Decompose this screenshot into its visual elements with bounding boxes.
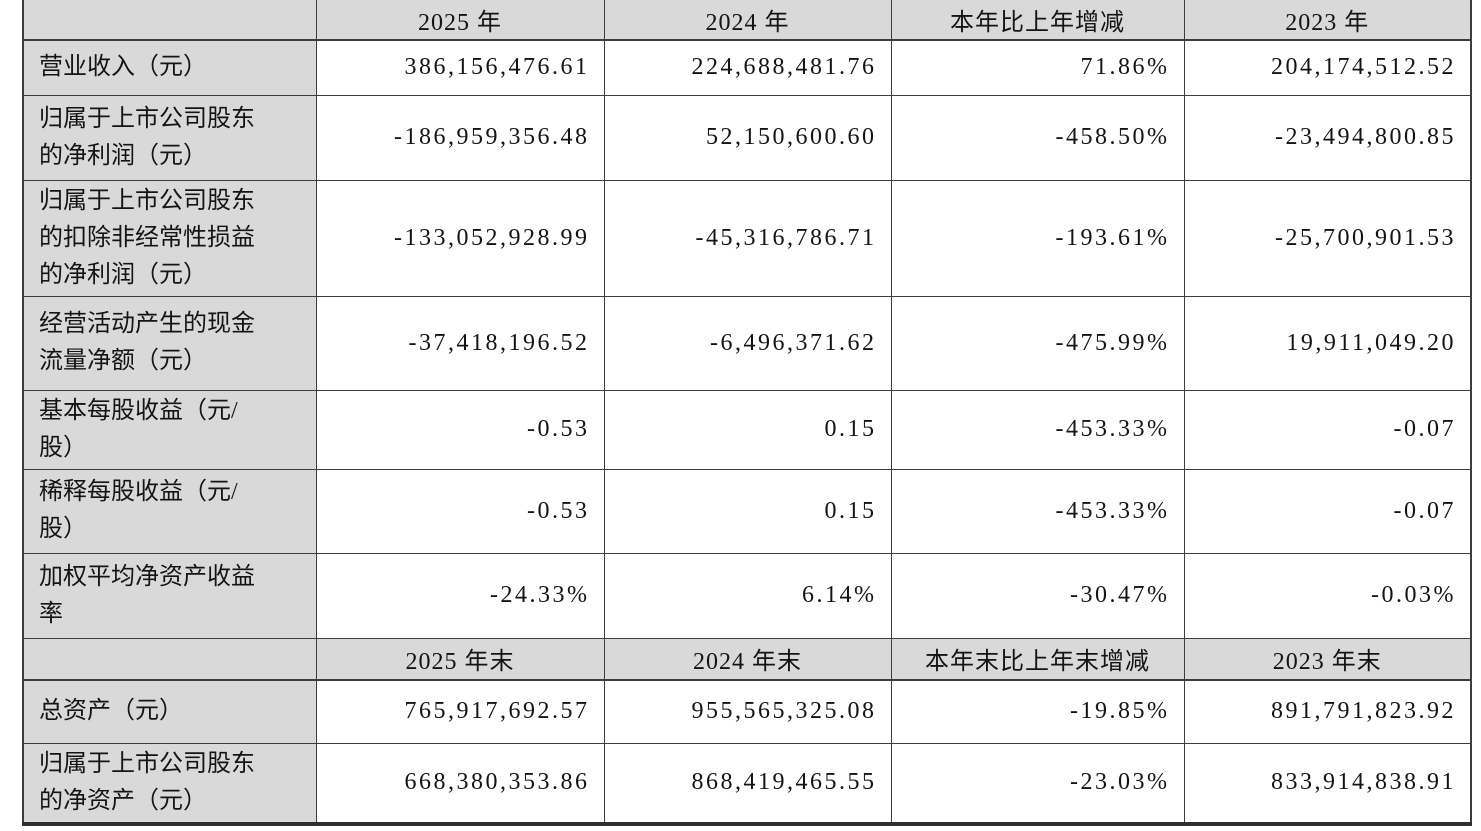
cell-2023: -0.07 bbox=[1183, 389, 1472, 470]
cell-2025: -0.53 bbox=[315, 389, 605, 470]
cell-2024: 0.15 bbox=[603, 389, 892, 470]
cell-2024: 955,565,325.08 bbox=[603, 679, 892, 744]
cell-change: -19.85% bbox=[890, 679, 1185, 744]
header-2024-end: 2024 年末 bbox=[603, 637, 892, 681]
row-label: 归属于上市公司股东 的扣除非经常性损益 的净利润（元） bbox=[22, 179, 317, 297]
cell-2025: -186,959,356.48 bbox=[315, 94, 605, 181]
cell-2023: 204,174,512.52 bbox=[1183, 39, 1472, 96]
cell-2024: 6.14% bbox=[603, 552, 892, 639]
cell-2023: 891,791,823.92 bbox=[1183, 679, 1472, 744]
cell-change: 71.86% bbox=[890, 39, 1185, 96]
table-row-revenue: 营业收入（元） 386,156,476.61 224,688,481.76 71… bbox=[22, 39, 1472, 96]
cell-2025: -37,418,196.52 bbox=[315, 295, 605, 391]
header-2023: 2023 年 bbox=[1183, 0, 1472, 41]
cell-change: -23.03% bbox=[890, 742, 1185, 824]
row-label: 经营活动产生的现金 流量净额（元） bbox=[22, 295, 317, 391]
cell-2023: -23,494,800.85 bbox=[1183, 94, 1472, 181]
cell-change: -193.61% bbox=[890, 179, 1185, 297]
table-row-total-assets: 总资产（元） 765,917,692.57 955,565,325.08 -19… bbox=[22, 679, 1472, 744]
row-label: 总资产（元） bbox=[22, 679, 317, 744]
row-label: 基本每股收益（元/ 股） bbox=[22, 389, 317, 470]
table-row-operating-cash-flow: 经营活动产生的现金 流量净额（元） -37,418,196.52 -6,496,… bbox=[22, 295, 1472, 391]
cell-2025: -133,052,928.99 bbox=[315, 179, 605, 297]
cell-change: -475.99% bbox=[890, 295, 1185, 391]
cell-2023: 19,911,049.20 bbox=[1183, 295, 1472, 391]
table-row-net-assets: 归属于上市公司股东 的净资产（元） 668,380,353.86 868,419… bbox=[22, 742, 1472, 824]
row-label: 归属于上市公司股东 的净资产（元） bbox=[22, 742, 317, 824]
cell-change: -453.33% bbox=[890, 468, 1185, 554]
header-2025-end: 2025 年末 bbox=[315, 637, 605, 681]
cell-2023: -25,700,901.53 bbox=[1183, 179, 1472, 297]
header-2024: 2024 年 bbox=[603, 0, 892, 41]
cell-change: -458.50% bbox=[890, 94, 1185, 181]
row-label: 稀释每股收益（元/ 股） bbox=[22, 468, 317, 554]
cell-change: -30.47% bbox=[890, 552, 1185, 639]
cell-2024: 0.15 bbox=[603, 468, 892, 554]
header-blank-cell bbox=[22, 637, 317, 681]
header-2025: 2025 年 bbox=[315, 0, 605, 41]
cell-2023: -0.03% bbox=[1183, 552, 1472, 639]
table-row-net-profit: 归属于上市公司股东 的净利润（元） -186,959,356.48 52,150… bbox=[22, 94, 1472, 181]
cell-2025: 765,917,692.57 bbox=[315, 679, 605, 744]
header-row-current: 2025 年 2024 年 本年比上年增减 2023 年 bbox=[22, 0, 1472, 41]
financial-summary-table: 2025 年 2024 年 本年比上年增减 2023 年 营业收入（元） 386… bbox=[22, 0, 1472, 826]
row-label: 归属于上市公司股东 的净利润（元） bbox=[22, 94, 317, 181]
header-change: 本年比上年增减 bbox=[890, 0, 1185, 41]
cell-2025: -0.53 bbox=[315, 468, 605, 554]
row-label: 营业收入（元） bbox=[22, 39, 317, 96]
cell-2024: 868,419,465.55 bbox=[603, 742, 892, 824]
cell-change: -453.33% bbox=[890, 389, 1185, 470]
cell-2023: -0.07 bbox=[1183, 468, 1472, 554]
header-blank-cell bbox=[22, 0, 317, 41]
cell-2024: -6,496,371.62 bbox=[603, 295, 892, 391]
cell-2025: -24.33% bbox=[315, 552, 605, 639]
table-row-deducted-net-profit: 归属于上市公司股东 的扣除非经常性损益 的净利润（元） -133,052,928… bbox=[22, 179, 1472, 297]
cell-2024: -45,316,786.71 bbox=[603, 179, 892, 297]
row-label: 加权平均净资产收益 率 bbox=[22, 552, 317, 639]
table-row-basic-eps: 基本每股收益（元/ 股） -0.53 0.15 -453.33% -0.07 bbox=[22, 389, 1472, 470]
table-row-diluted-eps: 稀释每股收益（元/ 股） -0.53 0.15 -453.33% -0.07 bbox=[22, 468, 1472, 554]
table-row-weighted-avg-roe: 加权平均净资产收益 率 -24.33% 6.14% -30.47% -0.03% bbox=[22, 552, 1472, 639]
cell-2025: 668,380,353.86 bbox=[315, 742, 605, 824]
cell-2024: 52,150,600.60 bbox=[603, 94, 892, 181]
header-row-year-end: 2025 年末 2024 年末 本年末比上年末增减 2023 年末 bbox=[22, 637, 1472, 681]
cell-2024: 224,688,481.76 bbox=[603, 39, 892, 96]
header-2023-end: 2023 年末 bbox=[1183, 637, 1472, 681]
cell-2025: 386,156,476.61 bbox=[315, 39, 605, 96]
cell-2023: 833,914,838.91 bbox=[1183, 742, 1472, 824]
header-change-end: 本年末比上年末增减 bbox=[890, 637, 1185, 681]
